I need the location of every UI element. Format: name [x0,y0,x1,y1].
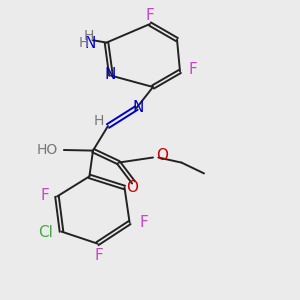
Text: N: N [84,36,96,51]
Text: F: F [146,8,154,22]
Text: O: O [126,180,138,195]
Text: HO: HO [37,143,58,157]
Text: F: F [40,188,49,202]
Text: Cl: Cl [38,225,53,240]
Text: H: H [93,114,103,128]
Text: N: N [132,100,144,115]
Text: F: F [140,215,148,230]
Text: F: F [188,62,197,77]
Text: H: H [79,36,89,50]
Text: F: F [94,248,103,262]
Text: H: H [84,29,94,43]
Text: O: O [156,148,168,163]
Text: N: N [105,67,116,82]
